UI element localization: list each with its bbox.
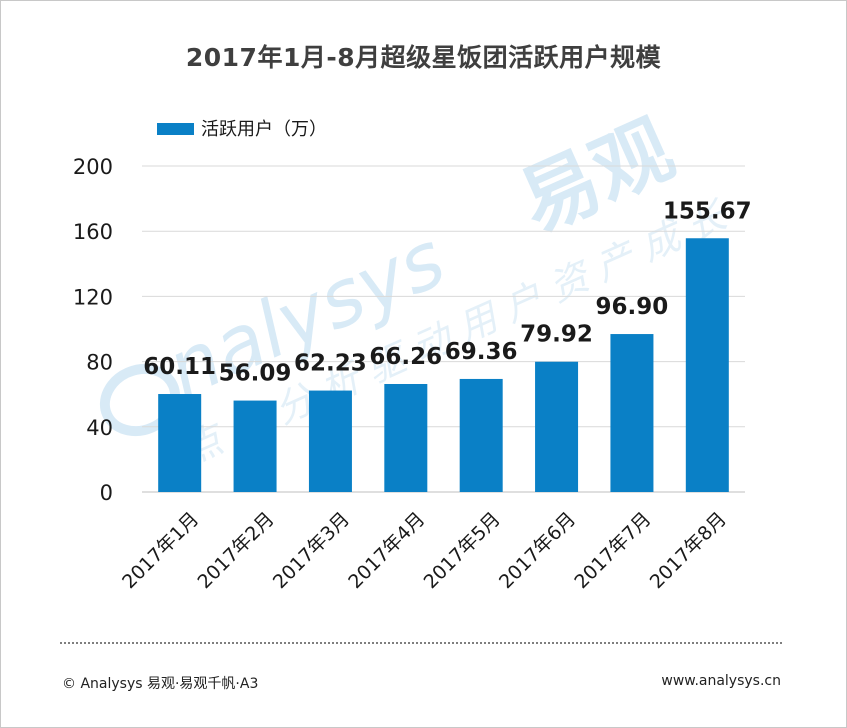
bar — [233, 400, 277, 492]
bar — [308, 390, 352, 492]
y-axis-ticks: 0 40 80 120 160 200 — [73, 155, 113, 505]
y-tick-label: 40 — [86, 416, 113, 440]
watermark-logo-icon — [99, 363, 181, 437]
x-tick-label: 2017年3月 — [269, 508, 354, 593]
y-tick-label: 80 — [86, 351, 113, 375]
bar — [535, 361, 579, 492]
x-tick-label: 2017年1月 — [118, 508, 203, 593]
x-tick-label: 2017年4月 — [344, 508, 429, 593]
bar — [384, 383, 428, 492]
legend: 活跃用户（万） — [157, 119, 327, 140]
footer-url: www.analysys.cn — [661, 673, 781, 689]
data-label: 155.67 — [663, 198, 752, 224]
x-tick-label: 2017年5月 — [420, 508, 505, 593]
x-tick-label: 2017年6月 — [495, 508, 580, 593]
chart-title: 2017年1月-8月超级星饭团活跃用户规模 — [185, 43, 662, 72]
x-tick-label: 2017年2月 — [193, 508, 278, 593]
bar — [158, 394, 202, 492]
y-tick-label: 200 — [73, 155, 113, 179]
data-label: 96.90 — [596, 294, 669, 320]
x-axis-ticks: 2017年1月2017年2月2017年3月2017年4月2017年5月2017年… — [118, 508, 731, 593]
data-label: 62.23 — [294, 351, 367, 377]
footer-copyright: © Analysys 易观·易观千帆·A3 — [62, 676, 259, 692]
bars — [158, 238, 729, 492]
data-label: 60.11 — [143, 354, 216, 380]
data-label: 56.09 — [219, 361, 292, 387]
x-tick-label: 2017年8月 — [646, 508, 731, 593]
legend-label: 活跃用户（万） — [201, 119, 327, 140]
bar — [459, 378, 503, 492]
y-tick-label: 0 — [100, 481, 113, 505]
y-tick-label: 160 — [73, 220, 113, 244]
legend-swatch — [157, 123, 194, 135]
data-label: 79.92 — [520, 322, 593, 348]
data-label: 66.26 — [369, 344, 442, 370]
bar — [685, 238, 729, 492]
data-label: 69.36 — [445, 339, 518, 365]
footer-divider — [60, 642, 782, 644]
x-tick-label: 2017年7月 — [570, 508, 655, 593]
bar — [610, 334, 654, 492]
y-tick-label: 120 — [73, 285, 113, 309]
